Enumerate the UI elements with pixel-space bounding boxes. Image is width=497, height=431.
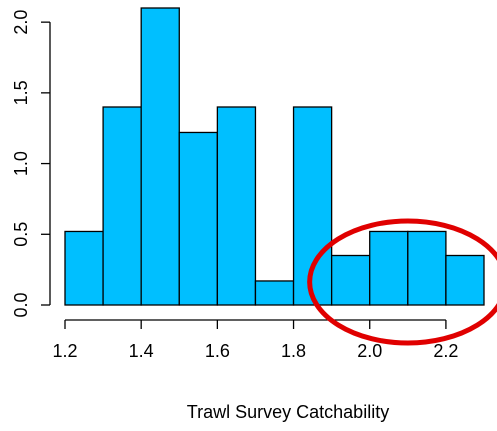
x-tick-label: 1.2 <box>52 341 77 361</box>
histogram-bar-5 <box>254 280 295 306</box>
y-axis: 0.0 0.5 1.0 1.5 2.0 <box>11 10 51 318</box>
histogram-bar-2 <box>140 7 180 306</box>
y-tick-label: 2.0 <box>11 10 31 35</box>
x-tick-label: 2.0 <box>357 341 382 361</box>
y-tick-label: 1.5 <box>11 80 31 105</box>
x-tick-label: 1.6 <box>205 341 230 361</box>
x-axis: 1.2 1.4 1.6 1.8 2.0 2.2 <box>52 319 458 361</box>
histogram-bar-3 <box>178 131 219 306</box>
bars-group <box>64 7 485 306</box>
y-tick-label: 0.0 <box>11 292 31 317</box>
x-tick-label: 1.4 <box>129 341 154 361</box>
highlight-ellipse <box>307 218 497 346</box>
highlight-annotation <box>307 218 497 346</box>
y-tick-label: 0.5 <box>11 222 31 247</box>
x-tick-label: 2.2 <box>433 341 458 361</box>
x-tick-label: 1.8 <box>281 341 306 361</box>
histogram-bar-1 <box>102 106 142 306</box>
histogram-bar-9 <box>407 230 447 306</box>
histogram-bar-8 <box>369 230 409 306</box>
histogram-bar-4 <box>216 106 257 306</box>
x-axis-label: Trawl Survey Catchability <box>187 402 389 422</box>
histogram-bar-0 <box>64 230 104 306</box>
y-tick-label: 1.0 <box>11 151 31 176</box>
histogram-bar-7 <box>330 254 371 306</box>
histogram-bar-10 <box>445 254 485 306</box>
